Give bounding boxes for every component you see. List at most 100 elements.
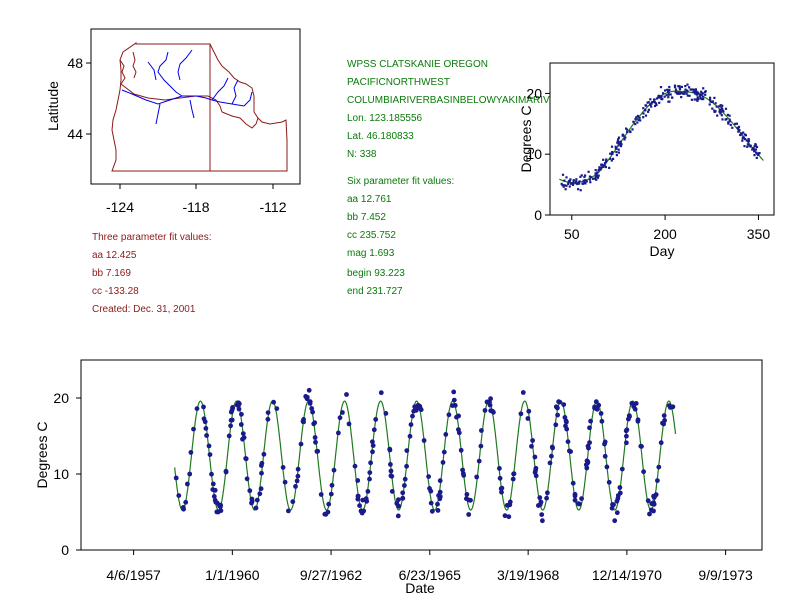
ts-point [388,462,393,467]
doy-point [708,103,711,106]
doy-point [692,88,695,91]
doy-point [569,178,572,181]
ts-point [228,423,234,429]
doy-point [576,182,579,186]
doy-point [636,114,639,118]
ts-point [346,421,352,427]
doy-point [691,88,694,91]
ts-point [661,421,666,427]
doy-point [755,156,758,159]
doy-point [649,103,652,106]
ts-point [584,458,590,464]
doy-point [614,145,617,148]
ts-point [223,469,229,475]
ts-point [456,413,461,419]
doy-point [603,164,606,167]
doy-point [742,131,745,134]
ts-point [396,497,401,503]
doy-point [624,136,627,139]
doy-point [720,114,723,117]
ts-point [655,478,660,483]
doy-point [695,98,698,101]
ts-point [635,418,641,424]
doy-point [702,98,705,101]
doy-point [738,129,741,132]
doy-point [728,120,731,123]
doy-point [579,175,582,178]
doy-point [596,176,600,179]
doy-point [577,188,580,191]
ts-point [404,448,410,453]
doy-point [653,100,656,103]
doy-point [636,121,639,124]
doy-point [570,182,573,185]
doy-point [567,182,570,185]
doy-point [753,149,756,152]
ts-point [240,431,246,436]
site-basin: COLUMBIARIVERBASINBELOWYAKIMARIVER [347,95,564,106]
map-ytick-48: 48 [67,55,83,71]
ts-point [466,512,472,517]
ts-point [238,422,244,427]
doy-point [604,165,607,169]
doy-point [563,184,566,187]
doy-points [560,83,761,192]
doy-point [578,180,581,183]
doy-point [727,121,730,124]
ts-point [328,491,334,497]
doy-point [719,112,722,115]
ts-point [318,492,324,497]
ts-point [364,498,370,504]
doy-point [617,148,620,151]
coast-detail [119,51,137,85]
doy-point [567,180,570,183]
doy-point [654,104,657,108]
ts-point [549,444,555,450]
ts-point [244,476,250,482]
doy-point [595,178,598,181]
ts-point [206,443,212,449]
doy-point [736,126,739,129]
doy-point [724,107,728,110]
doy-point [631,128,634,131]
ts-point [598,411,604,416]
ts-point [557,399,563,405]
doy-point [701,95,705,98]
id-mt-border [221,111,259,129]
doy-point [704,93,707,96]
ts-point [526,408,532,414]
ts-point [370,439,375,445]
doy-point [718,105,721,108]
doy-xtick-label: 350 [747,226,771,242]
ts-point [443,432,449,437]
map-xtick-118: -118 [183,199,210,215]
ts-point [624,427,630,433]
ts-point [295,466,301,472]
doy-point [581,182,584,185]
ts-point [510,476,516,482]
doy-point [596,171,599,174]
ts-point [428,500,434,506]
doy-point [680,96,683,99]
ts-point [201,416,207,422]
doy-point [617,136,621,139]
ts-point [274,406,280,411]
ts-point [576,501,582,507]
ts-point [440,460,446,465]
doy-point [737,125,741,128]
ts-point [564,419,569,425]
doy-point [593,177,596,180]
doy-point [690,98,693,101]
doy-point [684,88,687,91]
doy-point [605,158,608,161]
doy-point [660,95,663,98]
ts-point [368,460,373,466]
doy-point [664,89,667,92]
ts-point [632,406,638,412]
ts-point [188,450,194,455]
doy-point [616,139,619,142]
ts-point [293,484,298,489]
doy-point [597,169,600,172]
doy-point [649,98,652,101]
doy-point [680,85,683,88]
